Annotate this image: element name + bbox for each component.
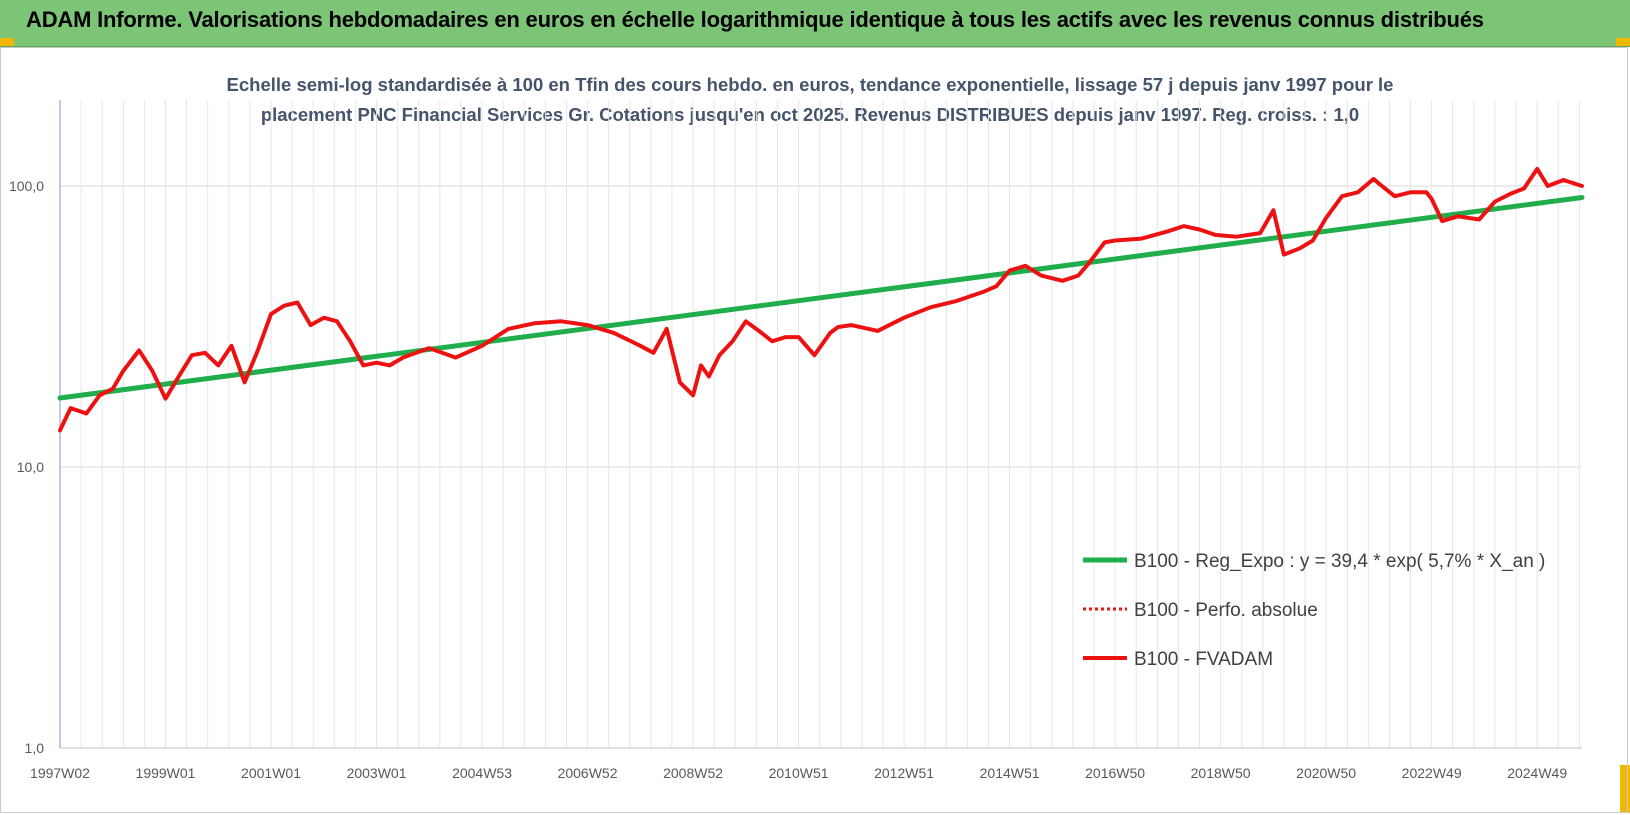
corner-marker-top-left (0, 38, 14, 46)
report-title: ADAM Informe. Valorisations hebdomadaire… (26, 7, 1484, 32)
y-tick-label: 10,0 (17, 459, 44, 475)
series-line-1 (57, 195, 1585, 401)
x-tick-label: 2003W01 (347, 765, 407, 781)
x-tick-label: 2008W52 (663, 765, 723, 781)
x-axis-tick-labels: 1997W02 1999W01 2001W01 2003W01 2004W53 2006W… (30, 765, 1567, 781)
grid-lines (59, 100, 1582, 749)
x-tick-label: 1999W01 (136, 765, 196, 781)
x-tick-label: 2004W53 (452, 765, 512, 781)
x-tick-label: 2006W52 (558, 765, 618, 781)
corner-marker-top-right (1616, 38, 1630, 46)
x-tick-label: 2014W51 (980, 765, 1040, 781)
x-tick-label: 2016W50 (1085, 765, 1145, 781)
x-tick-label: 2010W51 (769, 765, 829, 781)
y-tick-label: 1,0 (25, 740, 45, 756)
x-tick-label: 1997W02 (30, 765, 90, 781)
x-tick-label: 2022W49 (1402, 765, 1462, 781)
corner-marker-bottom-right (1620, 765, 1630, 813)
title-banner: ADAM Informe. Valorisations hebdomadaire… (0, 0, 1630, 47)
legend: B100 - Reg_Expo : y = 39,4 * exp( 5,7% *… (1083, 551, 1545, 670)
series-line-3 (58, 166, 1584, 433)
y-axis-tick-labels: 1,0 10,0 100,0 (9, 178, 44, 756)
x-tick-label: 2018W50 (1191, 765, 1251, 781)
x-tick-label: 2020W50 (1296, 765, 1356, 781)
y-tick-label: 100,0 (9, 178, 44, 194)
chart-title-line-2: placement PNC Financial Services Gr. Cot… (260, 104, 1360, 125)
chart-title: Echelle semi-log standardisée à 100 en T… (160, 70, 1460, 130)
x-tick-label: 2012W51 (874, 765, 934, 781)
x-tick-label: 2001W01 (241, 765, 301, 781)
axes (59, 100, 1582, 749)
legend-label-2: B100 - Perfo. absolue (1134, 600, 1318, 621)
x-tick-label: 2024W49 (1507, 765, 1567, 781)
plot-area (57, 166, 1585, 433)
chart-frame (0, 47, 1628, 813)
chart-title-line-1: Echelle semi-log standardisée à 100 en T… (226, 74, 1394, 95)
legend-label-3: B100 - FVADAM (1134, 649, 1273, 670)
legend-label-1: B100 - Reg_Expo : y = 39,4 * exp( 5,7% *… (1134, 551, 1545, 572)
